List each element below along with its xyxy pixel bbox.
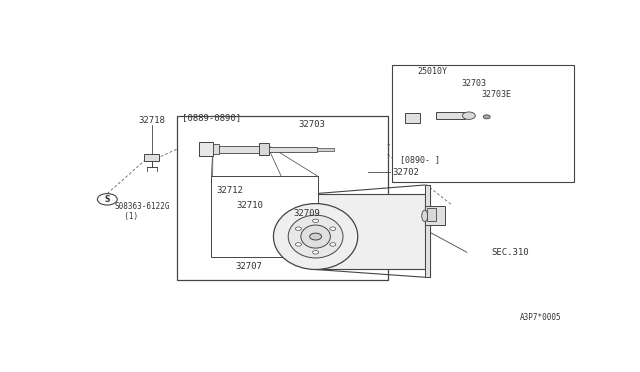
Bar bbox=[317, 148, 334, 151]
Bar bbox=[199, 142, 213, 156]
Circle shape bbox=[483, 115, 490, 119]
Circle shape bbox=[296, 243, 301, 246]
Circle shape bbox=[463, 112, 476, 119]
Text: A3P7*0005: A3P7*0005 bbox=[520, 314, 561, 323]
Bar bbox=[425, 185, 429, 277]
Bar bbox=[269, 147, 317, 152]
Text: SEC.310: SEC.310 bbox=[492, 248, 529, 257]
Bar bbox=[213, 144, 219, 154]
Ellipse shape bbox=[422, 210, 428, 222]
Circle shape bbox=[310, 233, 321, 240]
Text: 32702: 32702 bbox=[392, 168, 419, 177]
Circle shape bbox=[312, 219, 319, 222]
Circle shape bbox=[312, 251, 319, 254]
Bar bbox=[425, 206, 445, 225]
Text: 32718: 32718 bbox=[138, 116, 165, 125]
Ellipse shape bbox=[273, 203, 358, 269]
Circle shape bbox=[330, 243, 336, 246]
Bar bbox=[405, 112, 420, 124]
Text: 32703: 32703 bbox=[298, 121, 325, 129]
Ellipse shape bbox=[301, 225, 330, 248]
Bar bbox=[211, 176, 318, 257]
Text: 32703: 32703 bbox=[461, 79, 486, 88]
Circle shape bbox=[330, 227, 336, 230]
Bar bbox=[259, 143, 269, 155]
Text: S: S bbox=[104, 195, 110, 204]
Bar bbox=[392, 65, 573, 182]
Bar bbox=[145, 154, 159, 161]
Text: 32712: 32712 bbox=[216, 186, 243, 195]
Text: 32709: 32709 bbox=[293, 209, 320, 218]
Text: 32707: 32707 bbox=[236, 262, 262, 271]
Text: [0889-0890]: [0889-0890] bbox=[182, 113, 241, 122]
Text: S08363-6122G
  (1): S08363-6122G (1) bbox=[115, 202, 170, 221]
Bar bbox=[177, 116, 388, 279]
Bar bbox=[316, 193, 425, 269]
Bar bbox=[219, 146, 269, 153]
Circle shape bbox=[97, 193, 117, 205]
Text: 32710: 32710 bbox=[236, 201, 263, 209]
Circle shape bbox=[296, 227, 301, 230]
Text: 25010Y: 25010Y bbox=[417, 67, 447, 76]
Ellipse shape bbox=[288, 215, 343, 258]
Text: [0890- ]: [0890- ] bbox=[400, 155, 440, 164]
Bar bbox=[436, 112, 465, 119]
Text: 32703E: 32703E bbox=[482, 90, 512, 99]
Bar bbox=[428, 208, 436, 221]
